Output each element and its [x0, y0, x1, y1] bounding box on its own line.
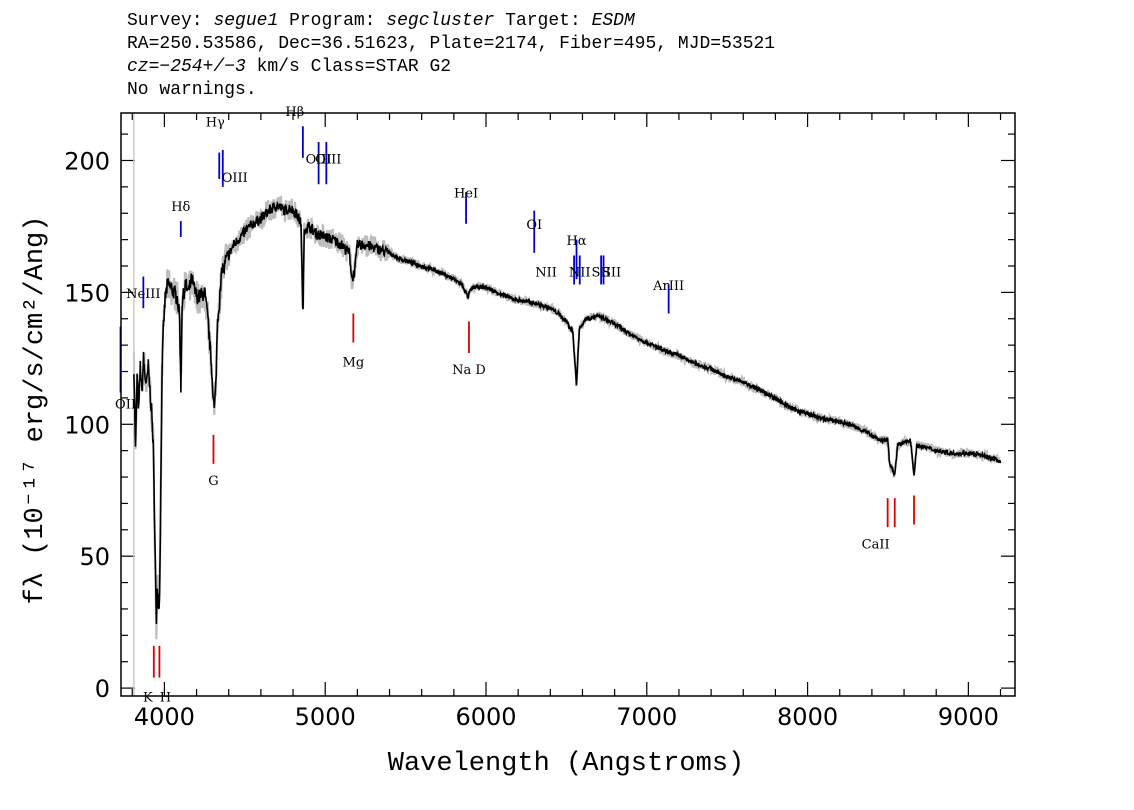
absorption-line-label: Mg [343, 355, 365, 370]
absorption-line-label: K [143, 690, 153, 705]
noise-band [132, 113, 1002, 696]
emission-line-label: HeI [454, 187, 478, 202]
absorption-line-label: CaII [862, 537, 890, 552]
y-axis-title: fλ (10⁻¹⁷ erg/s/cm²/Ang) [21, 216, 51, 605]
spectrum-header: Survey: segue1 Program: segcluster Targe… [127, 10, 1077, 102]
y-tick-label: 150 [64, 279, 110, 307]
header-line-redshift: cz=−254+/−3 km/s Class=STAR G2 [127, 56, 1077, 79]
y-tick-label: 100 [64, 411, 110, 439]
emission-line-label: ArIII [652, 279, 684, 294]
emission-line-label: Hγ [206, 115, 225, 130]
x-tick-label: 6000 [455, 703, 516, 731]
y-tick-label: 200 [64, 147, 110, 175]
axis-ticks [121, 113, 1015, 696]
x-axis-title: Wavelength (Angstroms) [388, 749, 744, 779]
cz-value: −254+/−3 [159, 57, 246, 77]
emission-line-label: NeIII [126, 287, 160, 302]
emission-line-label: OII [115, 398, 136, 413]
absorption-line-label: H [160, 690, 171, 705]
flux-line [133, 200, 1002, 625]
emission-line-label: NII [569, 266, 591, 281]
class-text: km/s Class=STAR G2 [245, 57, 452, 77]
header-line-survey: Survey: segue1 Program: segcluster Targe… [127, 11, 635, 31]
plot-frame [120, 112, 1016, 697]
absorption-line-label: Na D [452, 363, 486, 378]
y-tick-label: 50 [79, 543, 110, 571]
absorption-line-label: G [208, 474, 218, 489]
x-tick-label: 7000 [616, 703, 677, 731]
x-tick-label: 8000 [777, 703, 838, 731]
emission-line-label: NII [535, 266, 557, 281]
program-value: segcluster [386, 11, 495, 31]
emission-line-label: OIII [315, 152, 341, 167]
emission-line-label: OI [526, 218, 542, 233]
target-value: ESDM [591, 11, 635, 31]
header-line-coordinates: RA=250.53586, Dec=36.51623, Plate=2174, … [127, 34, 776, 54]
survey-value: segue1 [213, 11, 279, 31]
header-line-warnings: No warnings. [127, 80, 257, 100]
flux-series [133, 200, 1002, 625]
emission-line-label: OIII [306, 152, 332, 167]
emission-line-label: SII [602, 266, 621, 281]
emission-line-label: OIII [222, 171, 248, 186]
x-tick-label: 9000 [938, 703, 999, 731]
cz-label: cz= [127, 57, 160, 77]
y-tick-label: 0 [95, 675, 110, 703]
emission-line-label: Hδ [171, 200, 190, 215]
emission-line-label: Hα [566, 234, 586, 249]
x-tick-label: 5000 [295, 703, 356, 731]
x-tick-label: 4000 [134, 703, 195, 731]
emission-line-label: SII [592, 266, 611, 281]
noise-line [132, 195, 1002, 640]
tick-labels: 4000 5000 6000 7000 8000 9000 0 50 100 150 200 [64, 147, 999, 731]
